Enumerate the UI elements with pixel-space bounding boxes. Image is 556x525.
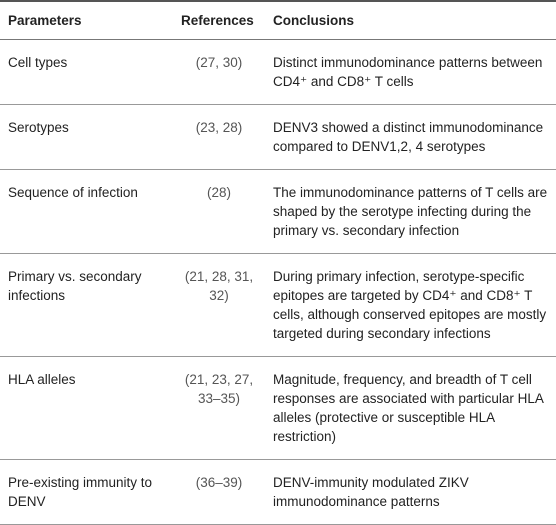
reference-cell: (21, 23, 27, 33–35) xyxy=(173,356,265,460)
reference-cell: (27, 30) xyxy=(173,39,265,105)
parameter-cell: Primary vs. secondary infections xyxy=(0,253,173,357)
conclusion-cell: DENV3 showed a distinct immunodominance … xyxy=(265,104,556,170)
table-row: HLA alleles (21, 23, 27, 33–35) Magnitude,… xyxy=(0,356,556,460)
reference-cell: (36–39) xyxy=(173,459,265,525)
table-row: Pre-existing immunity to DENV (36–39) DENV… xyxy=(0,459,556,525)
table-row: Primary vs. secondary infections (21, 28,… xyxy=(0,253,556,357)
conclusion-cell: Magnitude, frequency, and breadth of T c… xyxy=(265,356,556,460)
conclusion-cell: During primary infection, serotype-speci… xyxy=(265,253,556,357)
conclusion-cell: Distinct immunodominance patterns betwee… xyxy=(265,39,556,105)
conclusion-cell: The immunodominance patterns of T cells … xyxy=(265,169,556,254)
table-body: Cell types (27, 30) Distinct immunodominan… xyxy=(0,39,556,525)
parameter-cell: Pre-existing immunity to DENV xyxy=(0,459,173,525)
parameter-cell: Serotypes xyxy=(0,104,173,170)
header-row: Parameters References Conclusions xyxy=(0,0,556,40)
table-row: Sequence of infection (28) The immunodomin… xyxy=(0,169,556,254)
reference-cell: (23, 28) xyxy=(173,104,265,170)
reference-cell: (21, 28, 31, 32) xyxy=(173,253,265,357)
reference-cell: (28) xyxy=(173,169,265,254)
table-row: Serotypes (23, 28) DENV3 showed a distinct… xyxy=(0,104,556,170)
parameter-cell: Cell types xyxy=(0,39,173,105)
header-cell: Parameters xyxy=(0,0,173,40)
parameter-cell: Sequence of infection xyxy=(0,169,173,254)
table-row: Cell types (27, 30) Distinct immunodominan… xyxy=(0,39,556,105)
header-cell: Conclusions xyxy=(265,0,556,40)
header-cell: References xyxy=(173,0,265,40)
parameter-cell: HLA alleles xyxy=(0,356,173,460)
conclusion-cell: DENV-immunity modulated ZIKV immunodomin… xyxy=(265,459,556,525)
